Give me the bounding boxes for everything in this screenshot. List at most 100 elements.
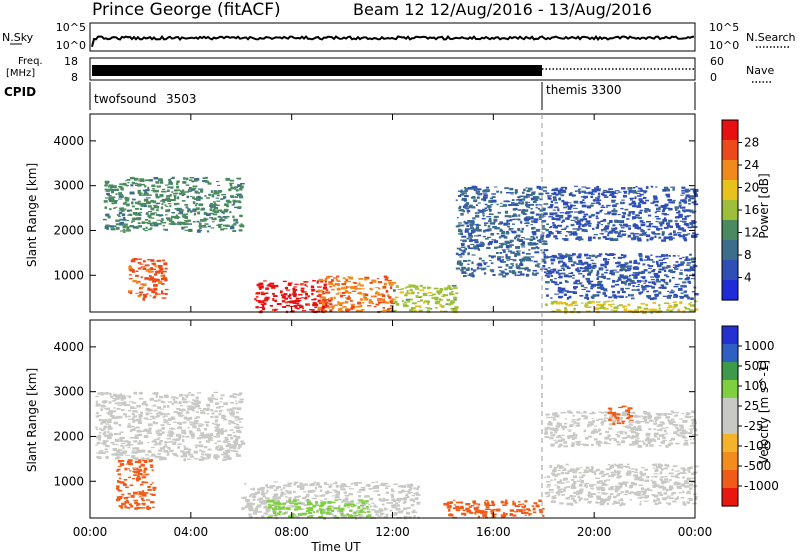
heatmap-cell-region-8 bbox=[658, 304, 660, 306]
heatmap-cell-region-5 bbox=[655, 476, 658, 478]
heatmap-cell-region-5 bbox=[533, 233, 537, 235]
heatmap-cell-region-2 bbox=[259, 283, 264, 285]
heatmap-cell-region-0 bbox=[119, 455, 124, 456]
heatmap-cell-region-3 bbox=[369, 288, 372, 290]
heatmap-cell-region-4 bbox=[542, 508, 545, 510]
heatmap-cell-region-2 bbox=[263, 280, 267, 281]
heatmap-cell-region-7 bbox=[574, 212, 578, 213]
heatmap-cell-region-0 bbox=[159, 396, 163, 398]
heatmap-cell-region-0 bbox=[191, 403, 195, 405]
heatmap-cell-region-2 bbox=[280, 494, 283, 497]
heatmap-cell-region-5 bbox=[680, 472, 685, 474]
heatmap-cell-region-5 bbox=[547, 484, 551, 486]
heatmap-cell-region-5 bbox=[530, 236, 534, 238]
heatmap-cell-region-7 bbox=[606, 205, 611, 207]
heatmap-cell-region-5 bbox=[461, 193, 465, 194]
heatmap-cell-region-3 bbox=[269, 504, 274, 506]
heatmap-cell-region-5 bbox=[471, 188, 475, 190]
heatmap-cell-region-6 bbox=[610, 270, 614, 272]
heatmap-cell-region-7 bbox=[612, 224, 615, 226]
heatmap-cell-region-2 bbox=[288, 483, 293, 485]
heatmap-cell-region-2 bbox=[386, 492, 390, 494]
heatmap-cell-region-1 bbox=[123, 483, 126, 486]
heatmap-cell-region-5 bbox=[536, 204, 538, 206]
heatmap-cell-region-2 bbox=[255, 293, 259, 295]
heatmap-cell-region-2 bbox=[394, 504, 396, 506]
heatmap-cell-region-6 bbox=[670, 291, 675, 292]
heatmap-cell-region-2 bbox=[272, 293, 275, 295]
heatmap-cell-region-3 bbox=[382, 294, 386, 297]
heatmap-cell-region-7 bbox=[595, 197, 600, 199]
heatmap-cell-region-4 bbox=[428, 287, 431, 289]
colorbar-segment bbox=[722, 220, 738, 241]
heatmap-cell-region-5 bbox=[535, 243, 538, 245]
heatmap-cell-region-5 bbox=[566, 486, 570, 488]
heatmap-cell-region-0 bbox=[182, 200, 186, 202]
heatmap-cell-region-7 bbox=[633, 224, 635, 226]
heatmap-cell-region-5 bbox=[584, 470, 588, 473]
heatmap-cell-region-6 bbox=[625, 296, 627, 298]
heatmap-cell-region-7 bbox=[614, 231, 617, 233]
heatmap-cell-region-0 bbox=[124, 208, 126, 210]
heatmap-cell-region-1 bbox=[138, 259, 142, 260]
heatmap-cell-region-1 bbox=[138, 494, 141, 495]
heatmap-cell-region-5 bbox=[476, 193, 480, 195]
heatmap-cell-region-2 bbox=[311, 286, 314, 289]
colorbar-segment bbox=[722, 140, 738, 161]
heatmap-cell-region-3 bbox=[316, 510, 318, 512]
heatmap-cell-region-5 bbox=[515, 219, 520, 220]
heatmap-cell-region-0 bbox=[188, 427, 190, 429]
heatmap-cell-region-7 bbox=[675, 206, 680, 209]
heatmap-cell-region-2 bbox=[299, 486, 302, 488]
heatmap-cell-region-3 bbox=[364, 278, 367, 280]
heatmap-cell-region-5 bbox=[660, 486, 663, 487]
heatmap-cell-region-2 bbox=[373, 505, 376, 508]
heatmap-cell-region-4 bbox=[420, 285, 423, 287]
heatmap-cell-region-0 bbox=[138, 201, 141, 203]
heatmap-cell-region-6 bbox=[628, 284, 631, 286]
heatmap-cell-region-5 bbox=[640, 471, 643, 473]
heatmap-cell-region-0 bbox=[108, 393, 110, 395]
heatmap-cell-region-5 bbox=[520, 261, 523, 263]
heatmap-cell-region-0 bbox=[179, 394, 183, 397]
heatmap-cell-region-0 bbox=[224, 416, 227, 418]
heatmap-cell-region-3 bbox=[320, 301, 324, 302]
heatmap-cell-region-7 bbox=[678, 234, 681, 236]
heatmap-cell-region-6 bbox=[571, 272, 573, 274]
heatmap-cell-region-2 bbox=[272, 298, 274, 301]
heatmap-cell-region-0 bbox=[199, 445, 203, 448]
heatmap-cell-region-5 bbox=[502, 256, 504, 257]
heatmap-cell-region-0 bbox=[198, 196, 201, 198]
heatmap-cell-region-5 bbox=[672, 469, 674, 471]
heatmap-cell-region-0 bbox=[190, 424, 193, 426]
heatmap-cell-region-5 bbox=[465, 228, 470, 230]
heatmap-cell-region-5 bbox=[518, 209, 522, 211]
heatmap-cell-region-0 bbox=[215, 443, 218, 444]
heatmap-cell-region-2 bbox=[398, 501, 400, 502]
heatmap-cell-region-5 bbox=[496, 247, 501, 249]
heatmap-cell-region-5 bbox=[457, 248, 461, 250]
heatmap-cell-region-5 bbox=[617, 473, 621, 475]
heatmap-cell-region-7 bbox=[615, 190, 620, 191]
y-tick-label: 1000 bbox=[53, 268, 84, 282]
heatmap-cell-region-2 bbox=[262, 304, 264, 307]
heatmap-cell-region-5 bbox=[683, 501, 686, 504]
heatmap-cell-region-7 bbox=[637, 195, 642, 197]
heatmap-cell-region-5 bbox=[460, 209, 463, 211]
heatmap-cell-region-7 bbox=[581, 196, 585, 197]
heatmap-cell-region-5 bbox=[575, 502, 578, 504]
heatmap-cell-region-7 bbox=[648, 209, 650, 212]
heatmap-cell-region-0 bbox=[121, 399, 124, 401]
heatmap-cell-region-6 bbox=[601, 287, 604, 290]
heatmap-cell-region-0 bbox=[120, 449, 122, 451]
heatmap-cell-region-6 bbox=[590, 286, 594, 288]
heatmap-cell-region-0 bbox=[156, 432, 159, 433]
heatmap-cell-region-6 bbox=[604, 272, 608, 274]
heatmap-cell-region-7 bbox=[596, 217, 599, 219]
heatmap-cell-region-5 bbox=[597, 492, 601, 493]
heatmap-cell-region-6 bbox=[604, 295, 607, 297]
heatmap-cell-region-2 bbox=[242, 507, 246, 508]
heatmap-cell-region-2 bbox=[384, 499, 389, 501]
heatmap-cell-region-7 bbox=[573, 233, 578, 236]
heatmap-cell-region-5 bbox=[526, 216, 530, 218]
